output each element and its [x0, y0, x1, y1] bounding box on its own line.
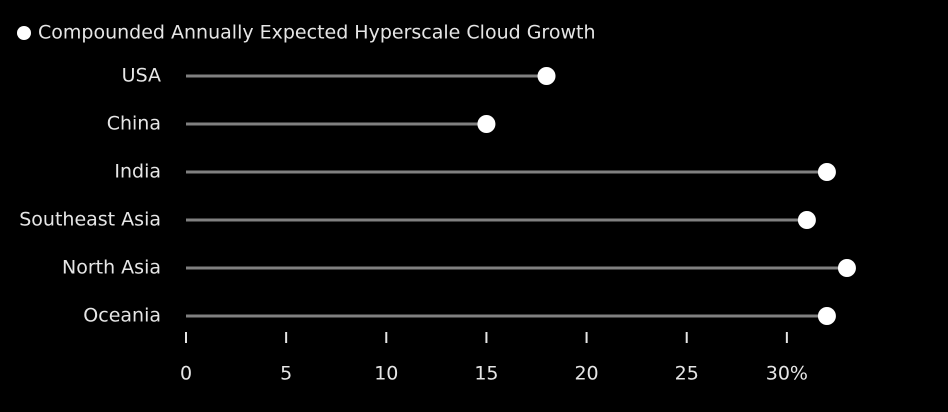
x-tick-label: 5: [280, 363, 292, 385]
x-tick-label: 0: [180, 363, 192, 385]
y-tick-label: USA: [122, 65, 161, 87]
dot: [477, 115, 496, 133]
dot: [537, 67, 556, 85]
legend-marker: [17, 26, 31, 40]
dot: [817, 307, 836, 325]
x-tick-label: 25: [675, 363, 699, 385]
dot: [797, 211, 816, 229]
y-tick-label: Southeast Asia: [19, 209, 161, 231]
x-tick-label: 30%: [766, 363, 808, 385]
x-tick-label: 20: [574, 363, 598, 385]
y-tick-label: North Asia: [62, 257, 161, 279]
dot: [817, 163, 836, 181]
y-tick-label: India: [114, 161, 161, 183]
y-tick-label: Oceania: [83, 305, 161, 327]
legend-label: Compounded Annually Expected Hyperscale …: [38, 22, 596, 44]
dot: [837, 259, 856, 277]
x-tick-label: 15: [474, 363, 498, 385]
x-tick-label: 10: [374, 363, 398, 385]
y-tick-label: China: [107, 113, 161, 135]
